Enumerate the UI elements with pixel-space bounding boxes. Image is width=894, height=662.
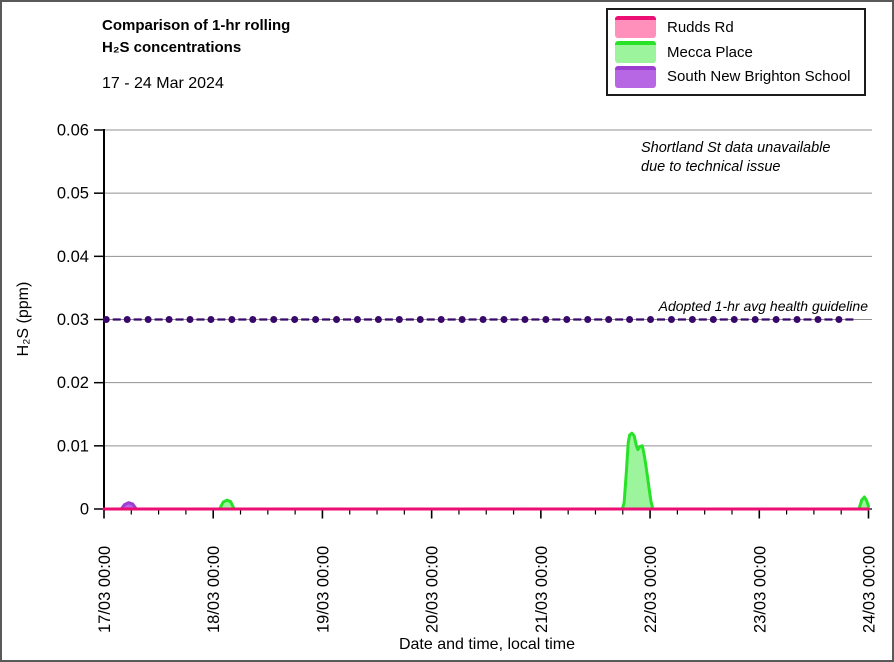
guideline-dot — [521, 316, 529, 323]
guideline-dot — [814, 316, 822, 323]
guideline-dot — [479, 316, 487, 323]
guideline-dot — [793, 316, 801, 323]
guideline-dot — [312, 316, 320, 323]
mecca-place-swatch — [615, 41, 656, 63]
guideline-dot — [333, 316, 341, 323]
legend-label: Mecca Place — [667, 43, 753, 61]
guideline-dot — [437, 316, 445, 323]
guideline-dot — [647, 316, 655, 323]
guideline-label: Adopted 1-hr avg health guideline — [658, 298, 868, 314]
x-tick-label: 21/03 00:00 — [533, 546, 551, 633]
x-tick-label: 17/03 00:00 — [96, 546, 114, 633]
x-tick-label: 19/03 00:00 — [314, 546, 332, 633]
note-line-2: due to technical issue — [641, 159, 781, 175]
x-tick-label: 20/03 00:00 — [424, 546, 442, 633]
data-unavailable-note: Shortland St data unavailable due to tec… — [641, 139, 830, 177]
guideline-dot — [270, 316, 278, 323]
health-guideline — [102, 316, 860, 323]
guideline-dot — [228, 316, 236, 323]
guideline-dot — [144, 316, 152, 323]
guideline-dot — [584, 316, 592, 323]
guideline-dot — [353, 316, 361, 323]
guideline-dot — [207, 316, 215, 323]
guideline-dot — [772, 316, 780, 323]
legend-item-south-new-brighton-school: South New Brighton School — [615, 64, 857, 89]
x-tick-label: 23/03 00:00 — [751, 546, 769, 633]
x-tick-label: 24/03 00:00 — [861, 546, 879, 633]
x-tick-label: 18/03 00:00 — [205, 546, 223, 633]
y-tick-label: 0.02 — [57, 374, 89, 392]
guideline-dot — [186, 316, 194, 323]
title-line-2: H₂S concentrations — [102, 39, 242, 56]
guideline-dot — [751, 316, 759, 323]
guideline-dot — [500, 316, 508, 323]
guideline-dot — [249, 316, 257, 323]
legend-label: Rudds Rd — [667, 18, 734, 36]
guideline-dot — [458, 316, 466, 323]
guideline-dot — [123, 316, 131, 323]
guideline-dot — [667, 316, 675, 323]
y-tick-label: 0.01 — [57, 437, 89, 455]
guideline-dot — [542, 316, 550, 323]
south-new-brighton-school-swatch — [615, 65, 656, 88]
chart-title-block: Comparison of 1-hr rolling H₂S concentra… — [102, 15, 290, 93]
y-tick-label: 0.05 — [57, 185, 89, 203]
note-line-1: Shortland St data unavailable — [641, 140, 831, 156]
legend-label: South New Brighton School — [667, 68, 851, 86]
legend-item-rudds-rd: Rudds Rd — [615, 15, 857, 40]
legend-item-mecca-place: Mecca Place — [615, 40, 857, 65]
guideline-dot — [395, 316, 403, 323]
guideline-dot — [605, 316, 613, 323]
guideline-dot — [291, 316, 299, 323]
guideline-dot — [374, 316, 382, 323]
guideline-dot — [709, 316, 717, 323]
legend: Rudds Rd Mecca Place South New Brighton … — [606, 8, 866, 96]
y-axis: 0 0.01 0.02 0.03 0.04 0.05 0.06 — [57, 122, 105, 519]
y-tick-label: 0.06 — [57, 122, 89, 140]
guideline-dot — [165, 316, 173, 323]
x-axis: 17/03 00:00 18/03 00:00 19/03 00:00 20/03 0… — [96, 509, 879, 633]
date-range: 17 - 24 Mar 2024 — [102, 75, 224, 92]
title-line-1: Comparison of 1-hr rolling — [102, 17, 291, 34]
guideline-dot — [835, 316, 843, 323]
y-tick-label: 0.03 — [57, 311, 89, 329]
x-tick-label: 22/03 00:00 — [642, 546, 660, 633]
guideline-dot — [416, 316, 424, 323]
guideline-dot — [688, 316, 696, 323]
y-tick-label: 0.04 — [57, 248, 89, 266]
guideline-dot — [626, 316, 634, 323]
series-mecca-place — [102, 431, 870, 511]
guideline-dot — [563, 316, 571, 323]
x-axis-title: Date and time, local time — [398, 636, 576, 653]
y-tick-label: 0 — [80, 501, 89, 519]
rudds-rd-swatch — [615, 16, 656, 39]
guideline-dot — [102, 316, 110, 323]
guideline-dot — [730, 316, 738, 323]
